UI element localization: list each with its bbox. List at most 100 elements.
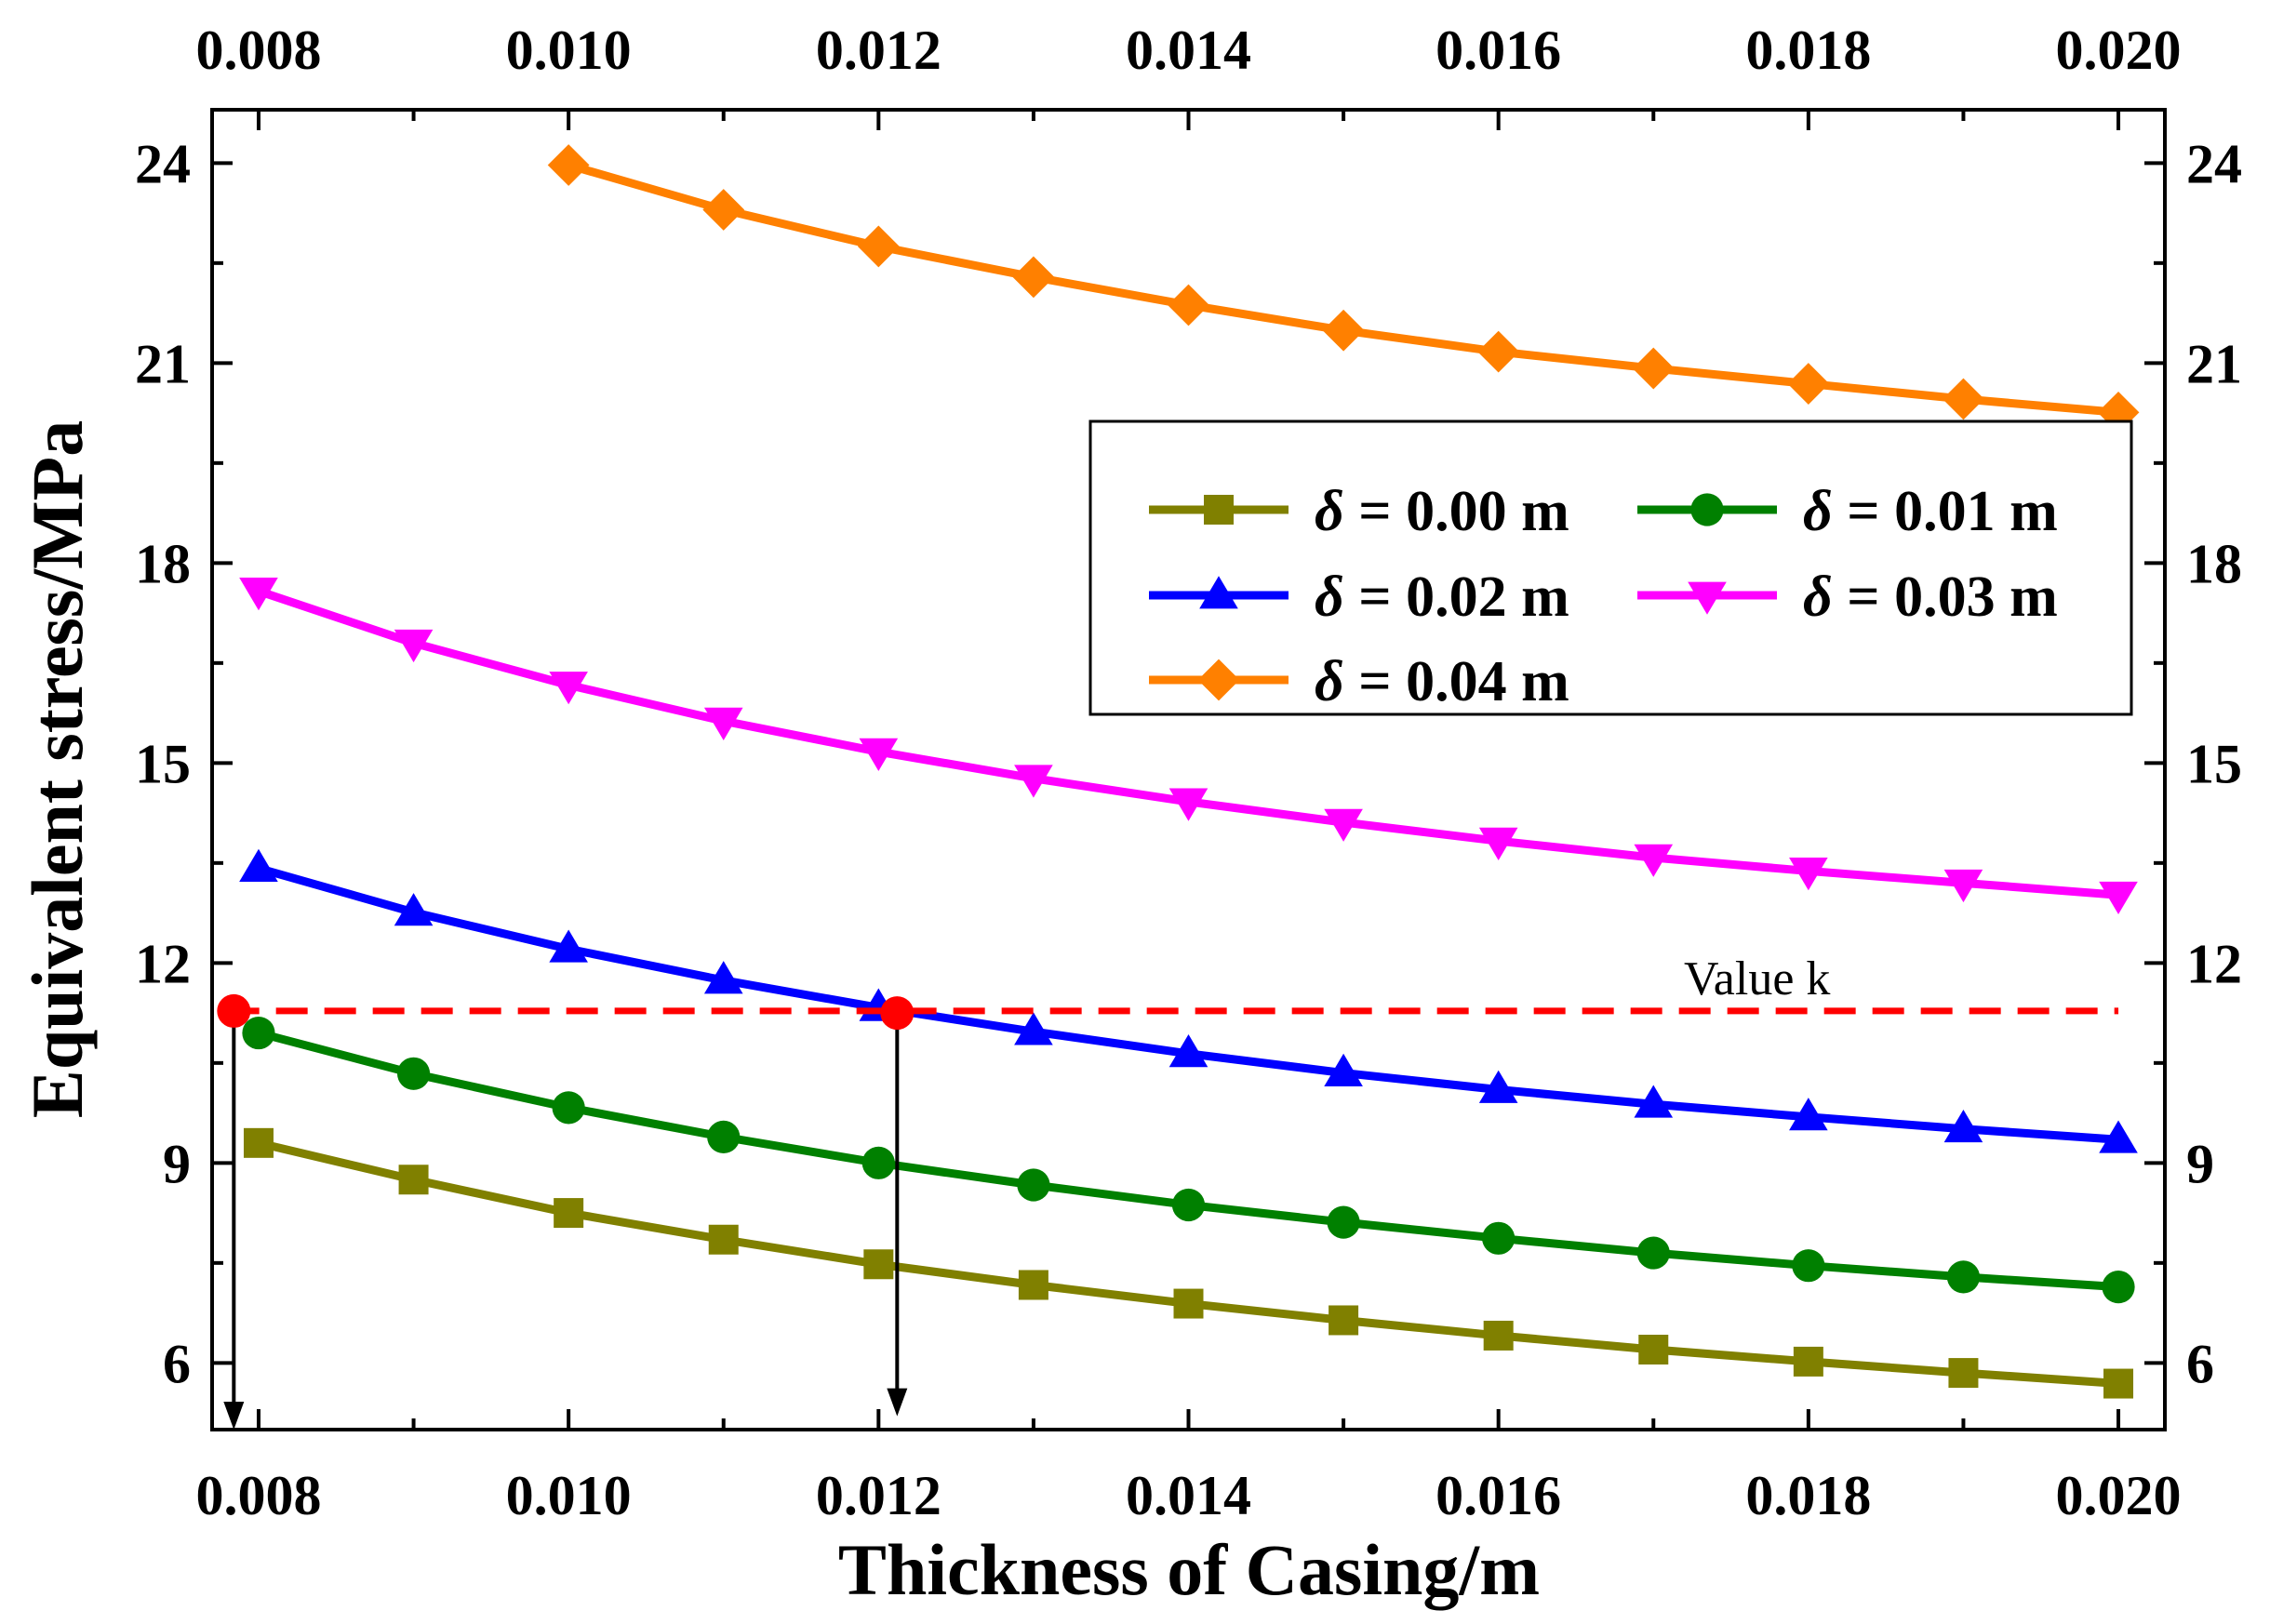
legend-swatch-marker — [1197, 659, 1240, 701]
x-tick-label-top: 0.018 — [1745, 20, 1871, 81]
legend-delta-symbol: δ — [1315, 566, 1344, 629]
data-point — [1329, 1305, 1359, 1336]
y-tick-label-right: 9 — [2186, 1133, 2214, 1194]
y-tick-label-left: 12 — [135, 933, 191, 994]
x-tick-label-top: 0.008 — [195, 20, 321, 81]
y-tick-label-right: 12 — [2186, 933, 2242, 994]
y-tick-label-left: 6 — [163, 1333, 191, 1394]
legend-box — [1088, 419, 2133, 716]
data-point — [239, 848, 278, 882]
data-point — [549, 672, 588, 705]
data-point — [2103, 1368, 2134, 1399]
legend-swatch-marker — [1688, 581, 1727, 615]
data-point — [1483, 1320, 1514, 1351]
data-point — [1014, 765, 1053, 798]
y-tick-label-right: 21 — [2186, 333, 2242, 394]
legend-delta-symbol: δ — [1803, 480, 1833, 543]
y-tick-label-left: 18 — [135, 533, 191, 594]
y-tick-label-left: 24 — [135, 133, 191, 194]
y-tick-label-right: 24 — [2186, 133, 2242, 194]
data-point — [243, 1127, 274, 1158]
y-tick-label-left: 9 — [163, 1133, 191, 1194]
data-point — [1638, 1335, 1669, 1364]
data-point — [859, 738, 899, 771]
y-tick-label-right: 6 — [2186, 1333, 2214, 1394]
data-point — [1482, 1221, 1516, 1255]
data-point — [1946, 1260, 1981, 1294]
data-point — [1943, 378, 1984, 420]
y-tick-label-right: 15 — [2186, 733, 2242, 794]
x-tick-label-bottom: 0.014 — [1126, 1465, 1251, 1526]
legend-item: δ = 0.04 m — [1149, 650, 1569, 713]
reference-layer: Value k — [217, 952, 2119, 1430]
data-point — [1168, 1034, 1208, 1068]
legend-value: = 0.01 m — [1833, 480, 2058, 543]
legend-label: δ = 0.03 m — [1803, 566, 2058, 629]
legend-label: δ = 0.04 m — [1315, 650, 1569, 713]
y-tick-label-right: 18 — [2186, 533, 2242, 594]
data-point — [1948, 1358, 1979, 1389]
legend-value: = 0.03 m — [1833, 566, 2058, 629]
data-point — [703, 707, 743, 740]
data-point — [708, 1224, 739, 1255]
x-tick-label-bottom: 0.008 — [195, 1465, 321, 1526]
data-point — [547, 144, 590, 186]
data-point — [1012, 256, 1055, 299]
data-point — [1789, 858, 1828, 891]
x-tick-label-bottom: 0.018 — [1745, 1465, 1871, 1526]
data-point — [1943, 1109, 1983, 1143]
data-point — [1324, 808, 1363, 842]
data-point — [1634, 1085, 1674, 1118]
plot-frame — [210, 108, 2167, 1431]
legend-value: = 0.00 m — [1344, 480, 1569, 543]
legend-label: δ = 0.01 m — [1803, 480, 2058, 543]
x-tick-label-bottom: 0.012 — [816, 1465, 941, 1526]
data-point — [394, 629, 434, 663]
data-point — [707, 1120, 741, 1153]
data-point — [1634, 844, 1674, 877]
data-point — [1168, 788, 1208, 821]
arrow-head — [887, 1388, 908, 1417]
x-tick-label-top: 0.010 — [506, 20, 632, 81]
legend-item: δ = 0.03 m — [1637, 566, 2058, 629]
legend-label: δ = 0.02 m — [1315, 566, 1569, 629]
x-tick-label-top: 0.016 — [1435, 20, 1561, 81]
series-circle — [242, 1016, 2135, 1304]
data-point — [242, 1016, 275, 1050]
data-point — [1789, 1098, 1828, 1131]
legend-swatch-marker — [1199, 576, 1238, 609]
series-square — [243, 1127, 2134, 1399]
y-axis-title: Equivalent stress/MPa — [17, 420, 98, 1118]
data-point — [1171, 1188, 1206, 1222]
data-point — [1018, 1270, 1048, 1300]
data-point — [239, 578, 278, 611]
legend-delta-symbol: δ — [1315, 650, 1344, 713]
x-tick-label-top: 0.020 — [2056, 20, 2182, 81]
data-point — [1478, 827, 1518, 860]
value-k-label: Value k — [1684, 952, 1830, 1005]
legend-delta-symbol: δ — [1803, 566, 1833, 629]
y-tick-label-left: 21 — [135, 333, 191, 394]
data-point — [398, 1165, 429, 1195]
data-point — [2099, 881, 2138, 915]
data-point — [1792, 1249, 1825, 1283]
intersection-point — [880, 996, 915, 1031]
data-point — [857, 225, 900, 268]
data-point — [1324, 1053, 1363, 1086]
legend-item: δ = 0.00 m — [1149, 480, 1569, 543]
data-point — [1636, 1236, 1670, 1270]
data-point — [1168, 284, 1209, 326]
x-tick-label-bottom: 0.020 — [2056, 1465, 2182, 1526]
series-layer — [239, 144, 2140, 1399]
x-tick-label-bottom: 0.016 — [1435, 1465, 1561, 1526]
series-triangle-down — [239, 578, 2138, 915]
data-point — [549, 929, 588, 963]
data-point — [396, 1057, 431, 1090]
data-point — [1787, 363, 1830, 405]
intersection-point — [217, 993, 251, 1028]
legend-item: δ = 0.02 m — [1149, 566, 1569, 629]
data-point — [863, 1249, 894, 1280]
